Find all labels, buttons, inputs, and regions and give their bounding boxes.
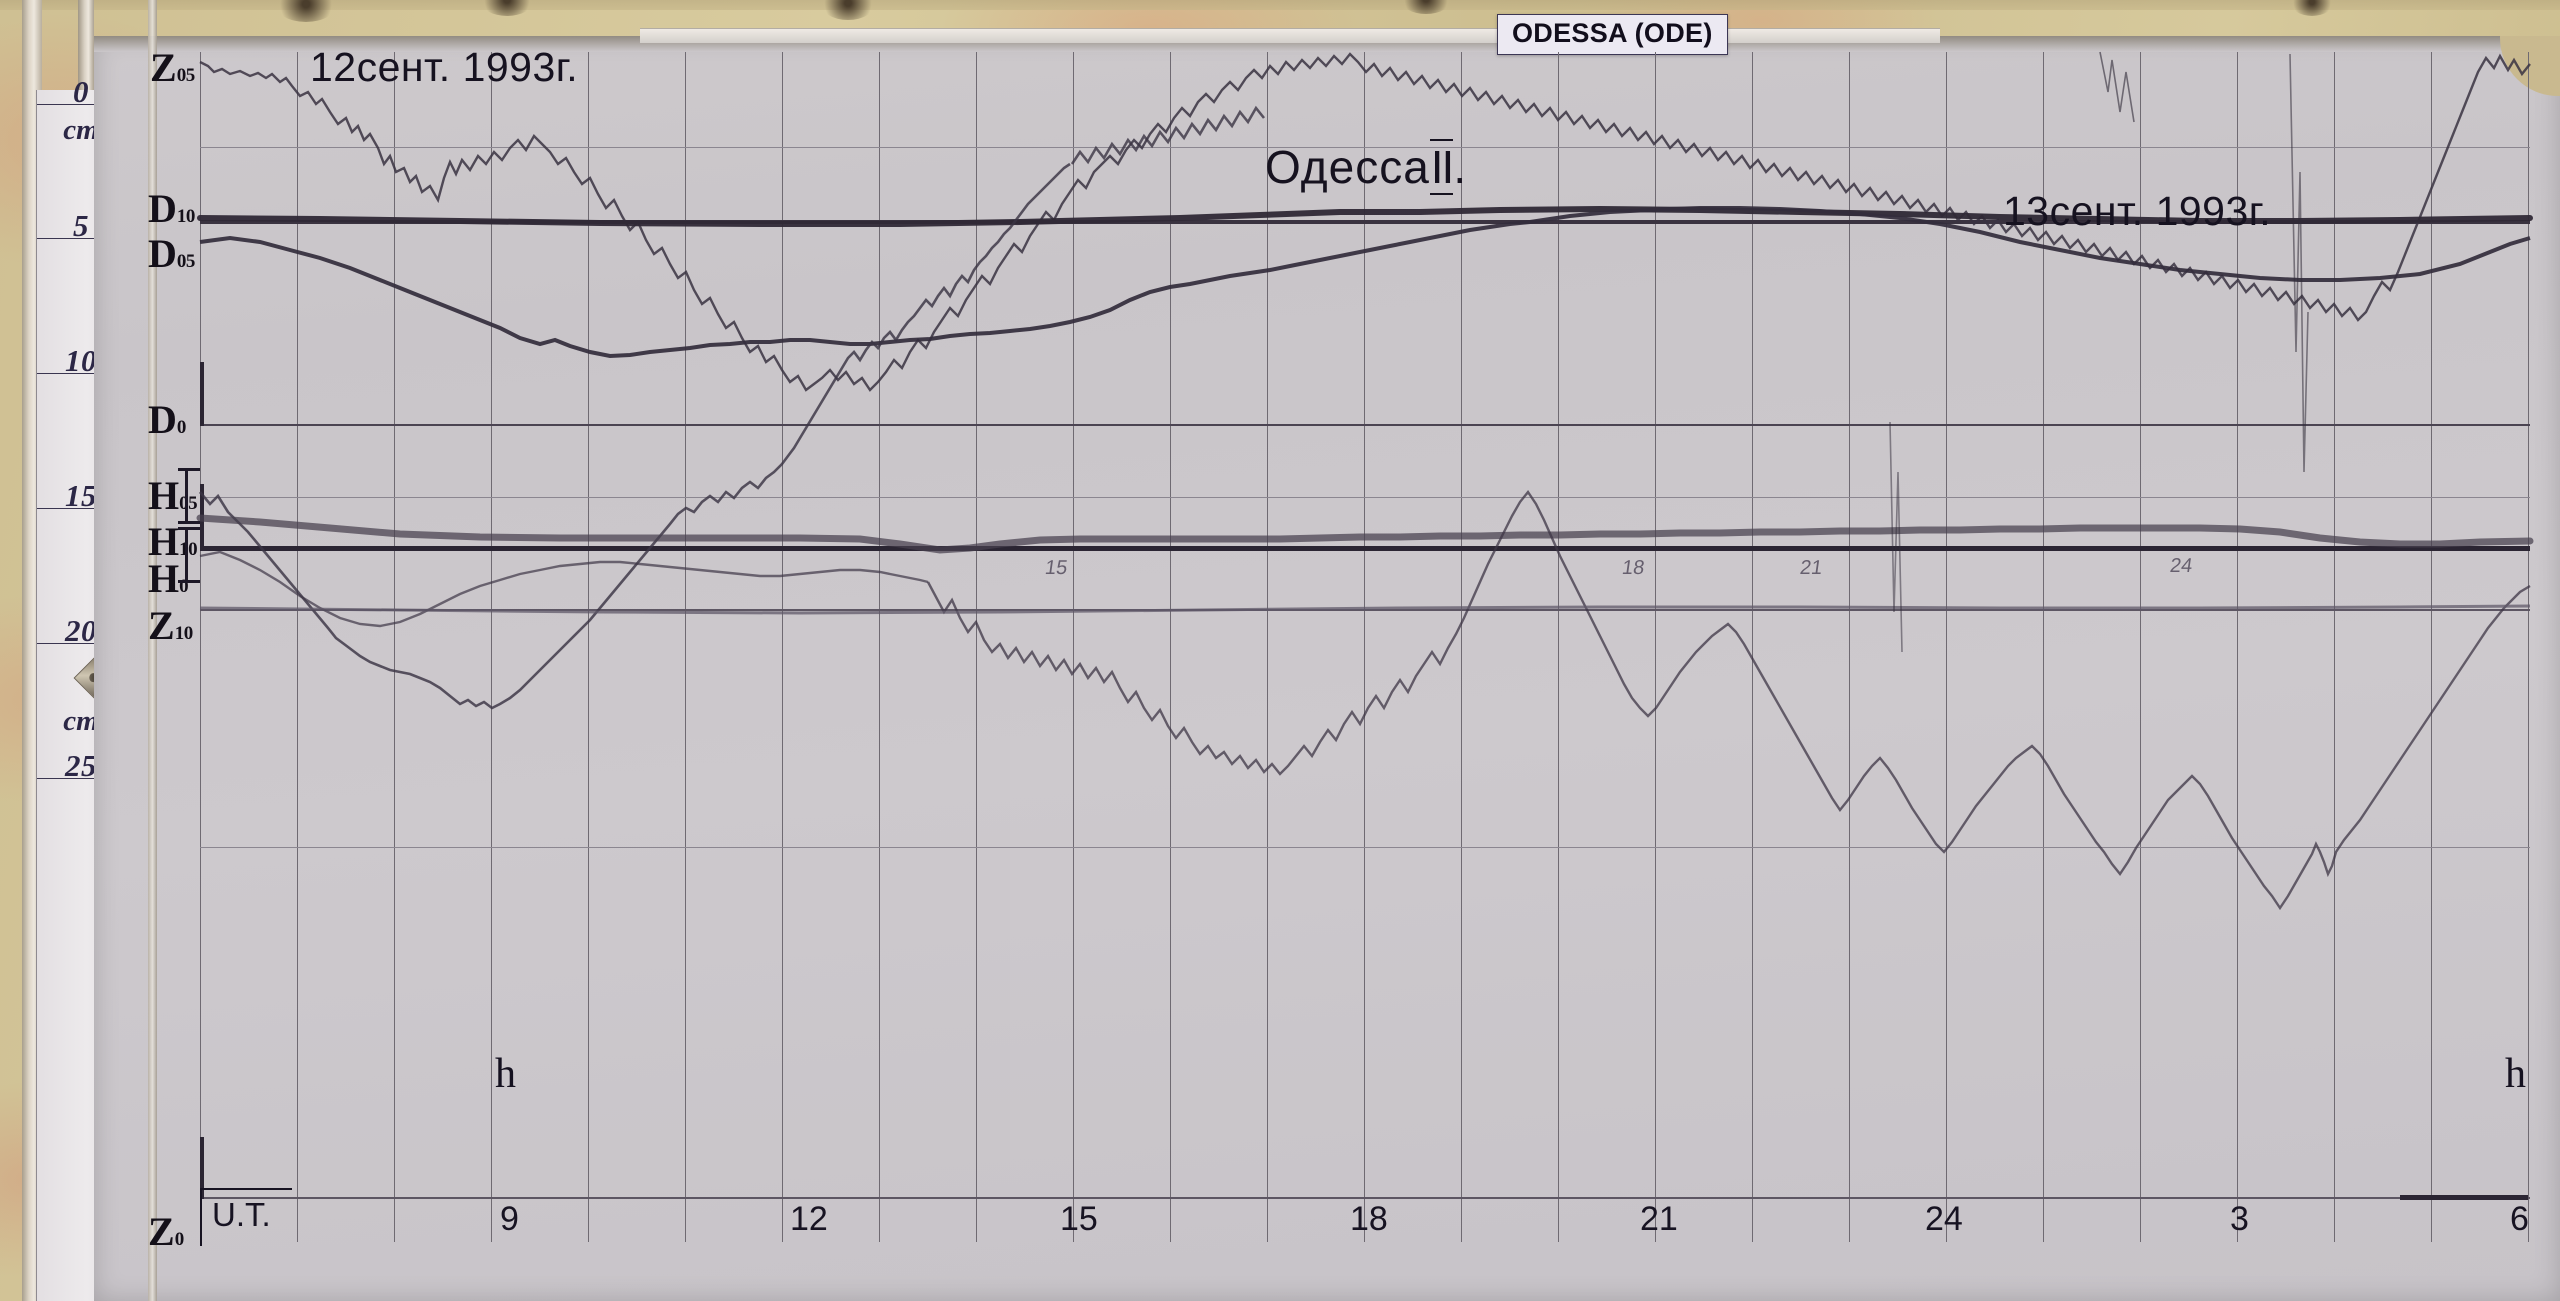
trace-label-z0: Z0 xyxy=(148,1209,184,1254)
grid-line-v xyxy=(2140,52,2141,1242)
grid-line-h xyxy=(200,147,2530,148)
stray-pen-mark xyxy=(2099,51,2135,123)
grid-line-v xyxy=(2043,52,2044,1242)
wall-top-shadow xyxy=(0,0,2560,10)
grid-line-v xyxy=(2431,52,2432,1242)
trace-z0-early xyxy=(199,550,929,628)
trace-h05-upper xyxy=(1070,105,1266,165)
station-label: ODESSA (ODE) xyxy=(1497,14,1728,55)
scale-bracket xyxy=(178,468,200,524)
time-tick-18: 18 xyxy=(1350,1200,1388,1238)
trace-label-h05: H05 xyxy=(148,473,198,518)
stray-pen-mark xyxy=(2289,53,2309,473)
ruler-unit-top: cm xyxy=(63,114,99,146)
grid-line-v xyxy=(297,52,298,1242)
baseline-d0 xyxy=(200,424,2530,426)
trace-d10 xyxy=(197,205,2533,227)
baseline-h0 xyxy=(200,546,2530,551)
trace-z10 xyxy=(199,604,2531,615)
trace-label-d10: D10 xyxy=(148,186,195,231)
ruler-tick-10: 10 xyxy=(65,343,97,378)
scale-bracket xyxy=(178,527,200,583)
ut-box xyxy=(200,1188,292,1246)
grid-line-v xyxy=(491,52,492,1242)
grid-line-v xyxy=(2528,52,2529,1242)
grid-line-v xyxy=(1364,52,1365,1242)
faint-hour-mark-24: 24 xyxy=(2168,555,2194,577)
grid-line-v xyxy=(1073,52,1074,1242)
trace-h10 xyxy=(196,514,2534,554)
faint-hour-mark-18: 18 xyxy=(1620,557,1646,579)
grid-line-v xyxy=(2334,52,2335,1242)
time-tick-15: 15 xyxy=(1060,1200,1098,1238)
mount-screw-shadow xyxy=(1400,0,1452,14)
baseline-z0-tick xyxy=(200,1137,204,1199)
mount-screw-shadow xyxy=(275,0,337,22)
ruler-tick-0: 0 xyxy=(73,74,89,109)
grid-line-v xyxy=(782,52,783,1242)
stray-pen-mark xyxy=(1889,421,1903,653)
grid-line-v xyxy=(1558,52,1559,1242)
paper-fold-strip xyxy=(640,28,1940,43)
trace-h05 xyxy=(199,162,1071,710)
ruler-unit-bottom: cm xyxy=(63,705,99,737)
grid-line-v xyxy=(1946,52,1947,1242)
grid-line-v xyxy=(1849,52,1850,1242)
baseline-d0-tick xyxy=(200,362,204,426)
mount-screw-shadow xyxy=(480,0,534,16)
baseline-end-marker xyxy=(2400,1195,2528,1200)
trace-label-d0: D0 xyxy=(148,397,186,442)
time-tick-6: 6 xyxy=(2510,1200,2529,1238)
trace-label-h10: H10 xyxy=(148,519,198,564)
ruler-tick-15: 15 xyxy=(65,478,97,513)
grid-line-v xyxy=(1170,52,1171,1242)
grid-line-v xyxy=(588,52,589,1242)
date-right: 13сент. 1993г. xyxy=(2003,188,2272,234)
grid-line-v xyxy=(1461,52,1462,1242)
time-tick-12: 12 xyxy=(790,1200,828,1238)
time-tick-24: 24 xyxy=(1925,1200,1963,1238)
grid-line-v xyxy=(200,52,201,1242)
grid-line-v xyxy=(1752,52,1753,1242)
ruler-tick-20: 20 xyxy=(65,613,97,648)
trace-z0 xyxy=(926,489,2531,911)
chart-paper xyxy=(94,36,2560,1301)
h-label-right: h xyxy=(2505,1051,2526,1097)
date-left: 12сент. 1993г. xyxy=(310,44,579,90)
plot-area: 15 18 21 24 xyxy=(196,51,2534,1242)
grid-line-v xyxy=(2237,52,2238,1242)
faint-hour-mark-15: 15 xyxy=(1043,557,1069,579)
h-label-left: h xyxy=(495,1051,516,1097)
baseline-z10 xyxy=(200,609,2530,611)
trace-d05 xyxy=(199,206,2531,359)
grid-line-v xyxy=(879,52,880,1242)
trace-label-d05: D05 xyxy=(148,231,195,276)
time-tick-3: 3 xyxy=(2230,1200,2249,1238)
trace-label-z05: Z05 xyxy=(150,45,195,90)
grid-line-v xyxy=(685,52,686,1242)
trace-label-z10: Z10 xyxy=(148,603,193,648)
mount-screw-shadow xyxy=(820,0,876,20)
ruler-tick-25: 25 xyxy=(65,748,97,783)
glass-edge-left xyxy=(148,0,157,1301)
grid-line-v xyxy=(1655,52,1656,1242)
trace-label-h0: H0 xyxy=(148,556,189,601)
ut-label: U.T. xyxy=(212,1196,271,1233)
grid-line-h xyxy=(200,847,2530,848)
trace-curves xyxy=(196,51,2534,911)
time-tick-21: 21 xyxy=(1640,1200,1678,1238)
page-title: ОдессаII. xyxy=(1265,139,1468,195)
trace-z05 xyxy=(199,52,2531,392)
mount-screw-shadow xyxy=(2290,0,2334,16)
grid-line-v xyxy=(394,52,395,1242)
grid-line-v xyxy=(1267,52,1268,1242)
faint-hour-mark-21: 21 xyxy=(1798,557,1824,579)
baseline-z0-bottom xyxy=(200,1197,2530,1199)
time-tick-9: 9 xyxy=(500,1200,519,1238)
baseline-d10 xyxy=(200,220,2530,224)
grid-line-h xyxy=(200,497,2530,498)
ruler-tick-5: 5 xyxy=(73,208,89,243)
grid-line-v xyxy=(976,52,977,1242)
